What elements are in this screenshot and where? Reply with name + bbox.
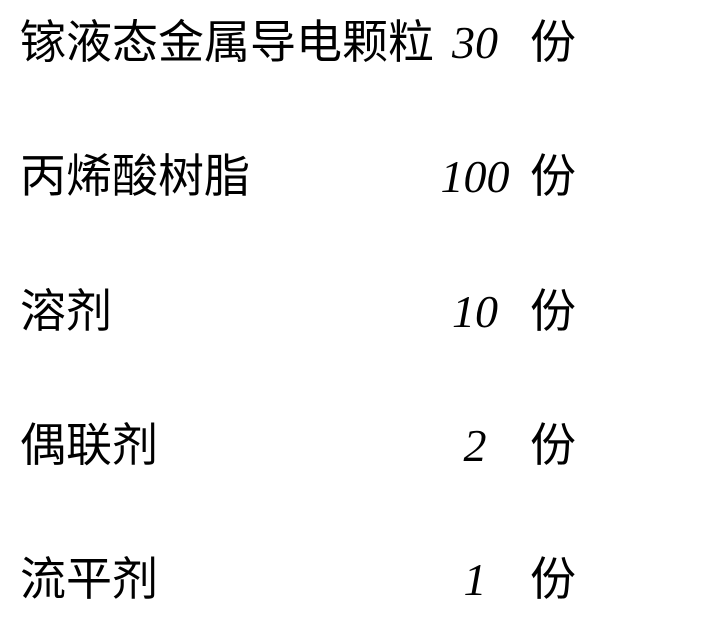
- table-row: 镓液态金属导电颗粒 30 份: [20, 20, 700, 66]
- ingredient-unit: 份: [530, 289, 610, 335]
- ingredient-value: 1: [420, 557, 530, 603]
- ingredient-value: 30: [420, 20, 530, 66]
- table-row: 丙烯酸树脂 100 份: [20, 154, 700, 200]
- table-row: 偶联剂 2 份: [20, 423, 700, 469]
- ingredient-label: 溶剂: [20, 289, 420, 335]
- ingredient-unit: 份: [530, 557, 610, 603]
- ingredient-value: 2: [420, 423, 530, 469]
- ingredient-unit: 份: [530, 154, 610, 200]
- ingredient-label: 偶联剂: [20, 423, 420, 469]
- ingredient-label: 镓液态金属导电颗粒: [20, 20, 420, 66]
- table-row: 流平剂 1 份: [20, 557, 700, 603]
- ingredient-value: 100: [420, 154, 530, 200]
- ingredient-unit: 份: [530, 20, 610, 66]
- ingredient-label: 流平剂: [20, 557, 420, 603]
- ingredient-value: 10: [420, 289, 530, 335]
- formulation-list: 镓液态金属导电颗粒 30 份 丙烯酸树脂 100 份 溶剂 10 份 偶联剂 2…: [0, 0, 710, 623]
- ingredient-label: 丙烯酸树脂: [20, 154, 420, 200]
- table-row: 溶剂 10 份: [20, 289, 700, 335]
- ingredient-unit: 份: [530, 423, 610, 469]
